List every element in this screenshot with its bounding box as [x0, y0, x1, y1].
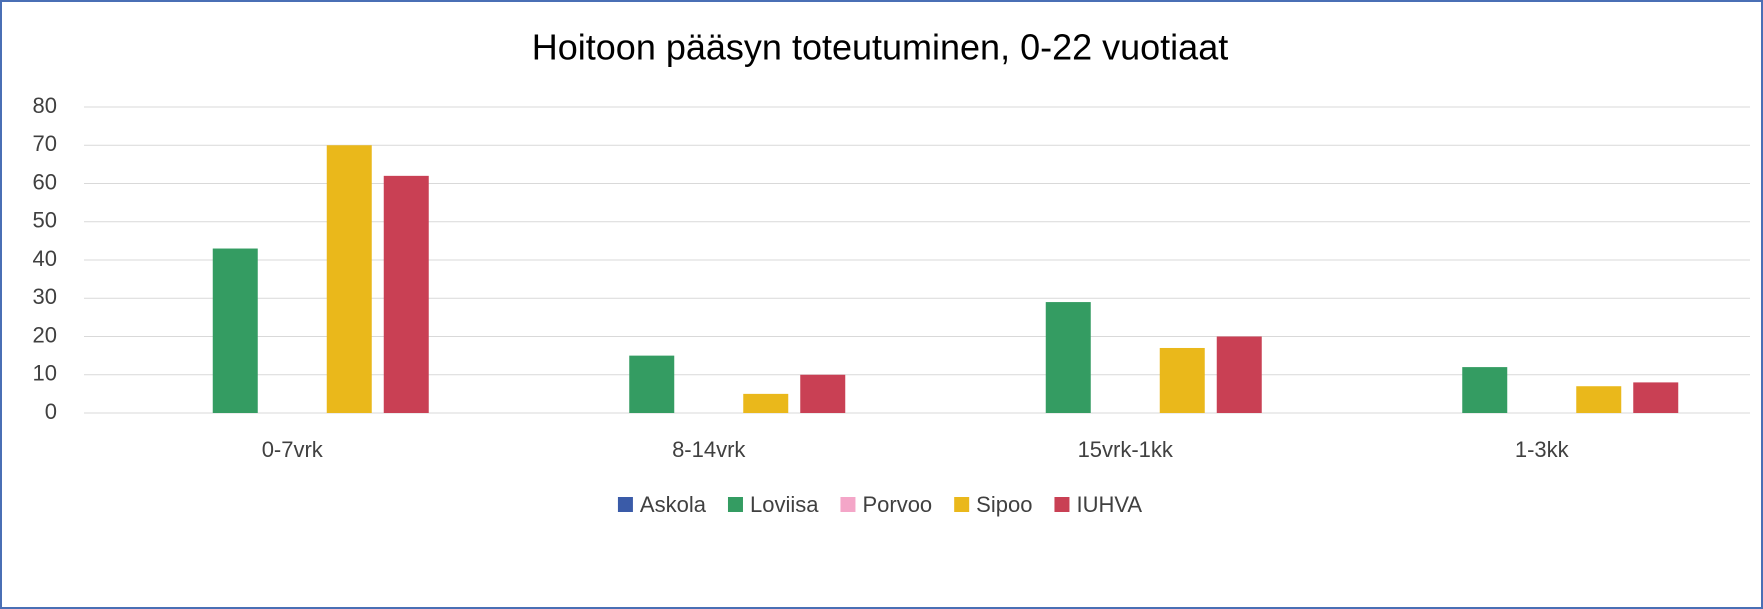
x-tick-label: 0-7vrk — [262, 437, 324, 462]
x-tick-label: 8-14vrk — [672, 437, 746, 462]
bar — [629, 355, 675, 413]
bar — [1045, 302, 1091, 413]
bar — [1216, 336, 1262, 413]
bar — [1576, 386, 1622, 413]
legend-swatch — [617, 497, 633, 512]
bar — [326, 145, 372, 413]
x-tick-label: 1-3kk — [1515, 437, 1570, 462]
legend-label: Sipoo — [976, 492, 1032, 517]
bar — [383, 175, 429, 413]
legend-swatch — [1054, 497, 1070, 512]
legend-label: Loviisa — [750, 492, 819, 517]
bar — [1462, 367, 1508, 413]
legend-swatch — [954, 497, 970, 512]
bar — [1159, 347, 1205, 413]
y-tick-label: 60 — [33, 169, 57, 194]
bar — [800, 374, 846, 413]
y-tick-label: 80 — [33, 93, 57, 118]
legend-label: IUHVA — [1076, 492, 1142, 517]
y-tick-label: 20 — [33, 322, 57, 347]
chart-title: Hoitoon pääsyn toteutuminen, 0-22 vuotia… — [532, 27, 1228, 68]
x-tick-label: 15vrk-1kk — [1078, 437, 1174, 462]
legend-label: Porvoo — [862, 492, 932, 517]
y-tick-label: 30 — [33, 284, 57, 309]
y-tick-label: 40 — [33, 246, 57, 271]
y-tick-label: 70 — [33, 131, 57, 156]
y-tick-label: 50 — [33, 208, 57, 233]
legend-swatch — [840, 497, 856, 512]
y-tick-label: 0 — [45, 399, 57, 424]
legend-label: Askola — [640, 492, 707, 517]
legend-swatch — [727, 497, 743, 512]
bar — [1633, 382, 1679, 413]
bar — [212, 248, 258, 413]
y-tick-label: 10 — [33, 361, 57, 386]
bar — [743, 393, 789, 413]
